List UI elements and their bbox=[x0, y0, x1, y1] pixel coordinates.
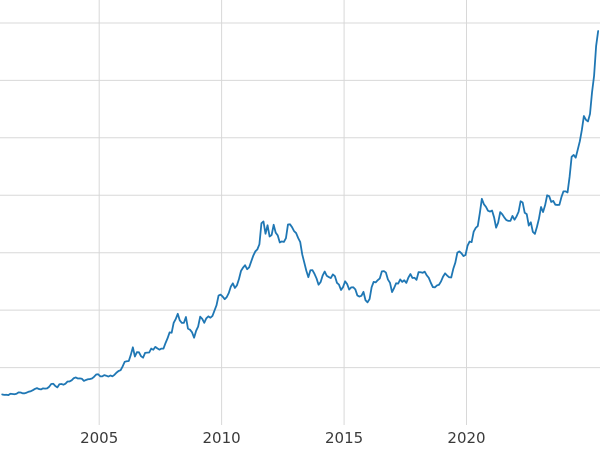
horizontal-gridlines bbox=[0, 22, 600, 369]
price-series-line bbox=[1, 30, 600, 397]
x-tick-label: 2015 bbox=[325, 429, 363, 447]
x-axis-tick-labels: 2005 2010 2015 2020 bbox=[80, 429, 485, 447]
x-tick-label: 2020 bbox=[447, 429, 485, 447]
vertical-gridlines bbox=[98, 0, 467, 425]
x-tick-label: 2010 bbox=[203, 429, 241, 447]
x-tick-label: 2005 bbox=[80, 429, 118, 447]
